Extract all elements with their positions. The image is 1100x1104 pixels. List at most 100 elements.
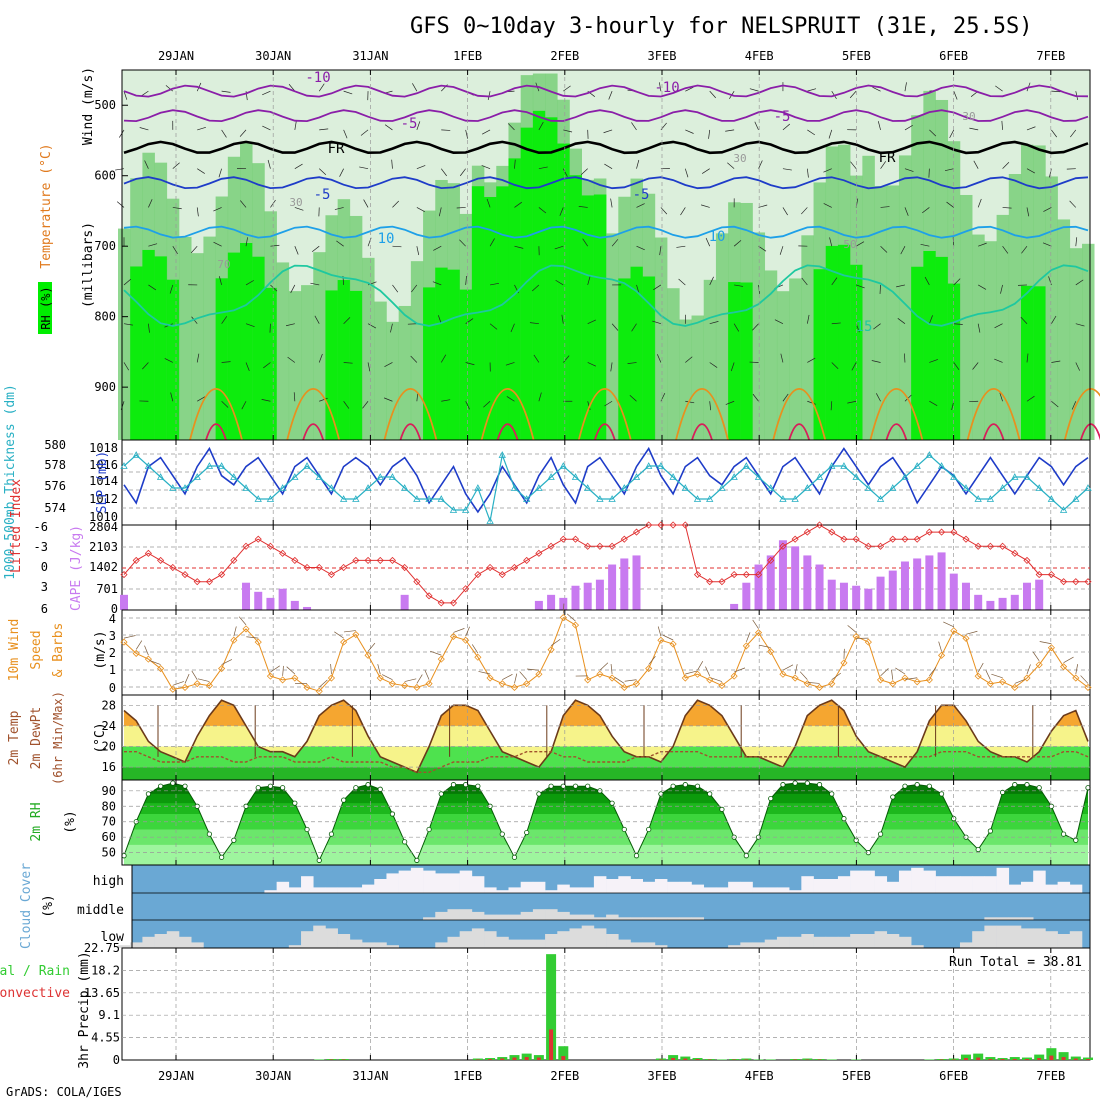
wind-tick-label: 3	[109, 629, 116, 643]
precip-tick-label: 9.1	[98, 1008, 120, 1022]
footer-credit: GrADS: COLA/IGES	[6, 1085, 122, 1099]
isotherm-label: 15	[856, 319, 873, 335]
cloud-fill-bar	[667, 882, 680, 893]
wind-barb	[136, 641, 142, 650]
rh-marker	[390, 812, 394, 816]
cloud-fill-bar	[435, 942, 448, 948]
cloud-fill-bar	[948, 876, 961, 893]
cape-bar	[950, 574, 958, 610]
precip-conv-bar	[671, 1058, 675, 1060]
cloud-fill-bar	[582, 926, 595, 948]
rh-marker	[622, 827, 626, 831]
rh-field-high	[484, 197, 497, 440]
cloud-fill-bar	[972, 931, 985, 948]
rh-contour-label: 30	[962, 110, 975, 123]
cloud-fill-bar	[264, 890, 277, 893]
rh-field-high	[496, 186, 509, 440]
cape-bar	[999, 598, 1007, 610]
rh-marker	[439, 792, 443, 796]
rh-marker	[891, 795, 895, 799]
cape-bar	[254, 592, 262, 610]
precip-conv-bar	[1037, 1058, 1041, 1060]
cloud-fill-bar	[313, 887, 326, 893]
cloud-fill-bar	[850, 934, 863, 948]
cloud-fill-bar	[936, 876, 949, 893]
top-date-label: 30JAN	[255, 49, 291, 63]
rh-marker	[976, 847, 980, 851]
li-tick-label: -3	[34, 540, 48, 554]
rh-marker	[207, 832, 211, 836]
cloud-fill-bar	[447, 873, 460, 893]
rh-marker	[939, 792, 943, 796]
rh-field-high	[447, 270, 460, 440]
rh-field-high	[923, 251, 936, 440]
wind-barb	[478, 671, 490, 674]
cloud-fill-bar	[338, 887, 351, 893]
thickness-tick-label: 574	[44, 501, 66, 515]
isotherm-label: 10	[378, 231, 395, 247]
wind-barb	[378, 664, 380, 674]
cloud-fill-bar	[460, 931, 473, 948]
cloud-fill-bar	[1070, 885, 1083, 893]
wind-barb	[222, 659, 232, 664]
rh-marker	[695, 784, 699, 788]
cloud-fill-bar	[643, 882, 656, 893]
rh-marker	[171, 781, 175, 785]
wind-barb	[881, 668, 889, 676]
precip-conv-bar	[988, 1059, 992, 1060]
cloud-fill-bar	[155, 934, 168, 948]
isotherm-label: -10	[654, 80, 679, 96]
cape-bar	[535, 601, 543, 610]
rh-marker	[537, 792, 541, 796]
rh-marker	[427, 827, 431, 831]
precip-conv-bar	[525, 1057, 529, 1060]
cloud-fill-bar	[606, 879, 619, 893]
cloud-fill-bar	[899, 871, 912, 893]
cloud-fill-bar	[325, 928, 338, 948]
cloud-fill-bar	[753, 942, 766, 948]
cloud-fill-bar	[631, 917, 644, 920]
cloud-fill-bar	[1021, 882, 1033, 893]
cloud-axis-label: Cloud Cover	[19, 863, 34, 949]
cloud-fill-bar	[789, 890, 802, 893]
precip-tick-label: 0	[113, 1053, 120, 1067]
rh-field-high	[264, 288, 277, 440]
cloud-fill-bar	[496, 915, 509, 920]
cape-bar	[852, 586, 860, 610]
bottom-date-label: 2FEB	[550, 1069, 579, 1083]
rh-marker	[659, 792, 663, 796]
rh-marker	[744, 854, 748, 858]
thickness-tick-label: 580	[44, 438, 66, 452]
cape-bar	[620, 558, 628, 610]
cloud-fill-bar	[447, 909, 460, 920]
wind-barb	[705, 667, 709, 676]
cloud-fill-bar	[325, 887, 338, 893]
precip-conv-bar	[561, 1056, 565, 1060]
cloud-fill-bar	[1021, 928, 1033, 948]
rh-contour-label: 70	[217, 258, 230, 271]
thickness-line	[124, 455, 1088, 521]
rh-field-high	[557, 144, 570, 440]
cape-tick-label: 2804	[89, 520, 118, 534]
rh-marker	[219, 855, 223, 859]
cloud-fill-bar	[643, 942, 656, 948]
cloud-fill-bar	[826, 879, 839, 893]
wind-barb	[663, 635, 673, 640]
rh-contour-label: 50	[843, 238, 856, 251]
rh-field-high	[167, 280, 180, 440]
rh-marker	[842, 816, 846, 820]
rh-marker	[634, 854, 638, 858]
rh-field-high	[594, 195, 607, 440]
cloud-fill-bar	[582, 887, 595, 893]
cape-bar	[1011, 595, 1019, 610]
cape-bar	[864, 589, 872, 610]
precip-conv-bar	[488, 1059, 492, 1060]
chart-title: GFS 0~10day 3-hourly for NELSPRUIT (31E,…	[410, 14, 1033, 39]
rh-marker	[512, 855, 516, 859]
precip-conv-bar	[1013, 1059, 1017, 1060]
precip-conv-bar	[964, 1058, 968, 1060]
rh-field-high	[338, 280, 351, 440]
